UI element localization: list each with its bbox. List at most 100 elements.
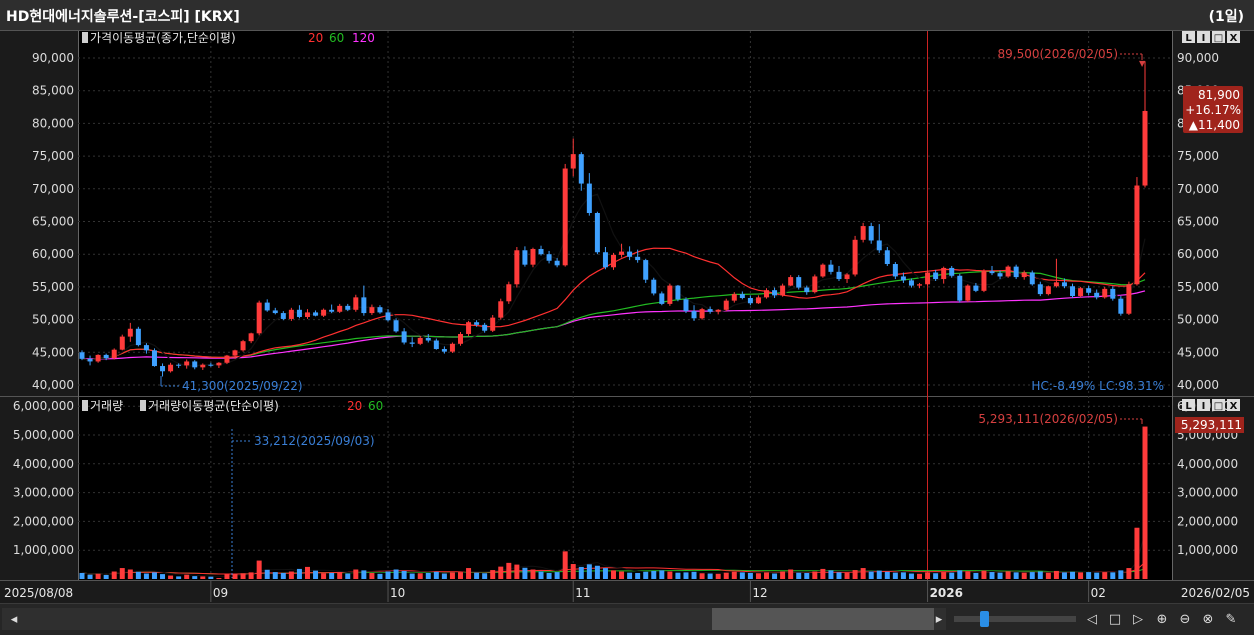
volume-bar (103, 574, 109, 579)
price-legend[interactable]: 가격이동평균(종가,단순이평) 5 20 60 120 (82, 31, 375, 45)
panel-close-button-label: X (1230, 401, 1238, 412)
volume-low-annotation: 33,212(2025/09/03) (231, 429, 375, 578)
price-tick-label-left: 85,000 (32, 84, 74, 98)
volume-bar (546, 572, 552, 579)
stop-icon[interactable]: □ (1108, 612, 1122, 627)
volume-bar (321, 573, 327, 579)
scroll-right-icon[interactable]: ▸ (935, 612, 943, 627)
candle-body (345, 305, 351, 310)
volume-bar (401, 570, 407, 579)
volume-bar (594, 565, 600, 579)
ma-60-line (81, 270, 1146, 361)
candle-body (602, 252, 608, 268)
legend-swatch-icon (82, 400, 88, 411)
scroll-left-icon[interactable]: ◂ (10, 612, 18, 627)
candle-body (272, 310, 278, 314)
panel-close-button[interactable] (1227, 399, 1240, 411)
price-legend-label: 가격이동평균(종가,단순이평) (90, 31, 236, 45)
volume-panel[interactable] (78, 397, 1172, 580)
candle-body (1070, 286, 1076, 297)
volume-tick-label-left: 4,000,000 (13, 457, 74, 471)
price-tick-label-right: 65,000 (1177, 215, 1219, 229)
volume-bar (361, 570, 367, 579)
candle-body (95, 354, 101, 362)
horizontal-scrollbar[interactable] (2, 608, 946, 630)
scroll-thumb[interactable] (712, 608, 934, 630)
volume-bar (812, 571, 818, 579)
volume-bar (570, 564, 576, 579)
candle-body (369, 307, 375, 314)
volume-bar (852, 570, 858, 579)
low-label: 41,300(2025/09/22) (182, 379, 303, 393)
panel-log-button[interactable] (1182, 399, 1195, 411)
candle-body (449, 343, 455, 352)
candle-body (747, 298, 753, 304)
volume-legend[interactable]: 거래량 거래량이동평균(단순이평) 5 20 60 (82, 399, 383, 413)
candle-body (377, 307, 383, 313)
settings-wrench-icon[interactable]: ✎ (1225, 612, 1237, 627)
candle-body (651, 279, 657, 294)
candle-body (1037, 284, 1043, 295)
volume-bar (1118, 570, 1124, 579)
candle-body (240, 341, 246, 351)
hc-lc-label: HC:-8.49% LC:98.31% (1031, 379, 1164, 393)
candle-body (554, 260, 560, 266)
x-axis: 2025/08/08 09 10 11 12 2026 02 2026/02/05 (4, 581, 1250, 602)
candle-body (256, 302, 262, 334)
candle-body (313, 312, 319, 316)
panel-log-button[interactable] (1182, 31, 1195, 43)
zoom-slider[interactable] (954, 616, 1076, 622)
volume-bar (1070, 571, 1076, 579)
candle-body (1061, 282, 1067, 287)
candle-body (731, 294, 737, 301)
candle-body (143, 345, 149, 351)
volume-bar (683, 572, 689, 579)
zoom-out-icon[interactable]: ⊖ (1179, 612, 1191, 627)
candle-body (1118, 298, 1124, 314)
zoom-in-icon[interactable]: ⊕ (1156, 612, 1168, 627)
panel-info-button[interactable] (1197, 31, 1210, 43)
volume-bar (313, 570, 319, 579)
zoom-slider-knob[interactable] (980, 611, 989, 627)
volume-bar (965, 571, 971, 579)
volume-bar (1086, 572, 1092, 579)
window-title: HD현대에너지솔루션-[코스피] [KRX] (6, 9, 240, 25)
volume-bars (79, 426, 1148, 580)
prev-icon[interactable]: ◁ (1087, 612, 1097, 627)
candle-body (111, 349, 117, 359)
volume-bar (1102, 572, 1108, 579)
volume-bar (667, 571, 673, 579)
volume-bar (876, 570, 882, 579)
volume-bar (884, 571, 890, 579)
panel-log-button-label: L (1185, 401, 1192, 412)
candle-body (635, 256, 641, 261)
candle-body (570, 154, 576, 169)
candle-body (208, 364, 214, 366)
volume-bar (828, 570, 834, 579)
volume-bar (1029, 572, 1035, 579)
candle-body (611, 254, 616, 268)
price-tick-label-left: 75,000 (32, 149, 74, 163)
volume-bar (449, 572, 455, 579)
panel-close-button[interactable] (1227, 31, 1240, 43)
price-tick-label-right: 55,000 (1177, 280, 1219, 294)
zoom-reset-icon[interactable]: ⊗ (1202, 612, 1214, 627)
volume-bar (208, 576, 214, 579)
volume-bar (498, 566, 504, 579)
volume-bar (433, 571, 439, 579)
volume-bar (804, 572, 810, 579)
price-tick-label-left: 55,000 (32, 280, 74, 294)
volume-bar (933, 573, 939, 579)
panel-maximize-button[interactable] (1212, 399, 1225, 411)
next-icon[interactable]: ▷ (1133, 612, 1143, 627)
volume-bar (892, 572, 898, 579)
candle-body (780, 285, 786, 296)
panel-maximize-button[interactable] (1212, 31, 1225, 43)
candle-body (1005, 266, 1011, 277)
period-label[interactable]: (1일) (1208, 9, 1244, 25)
price-panel-controls: L I □ X (1182, 31, 1240, 44)
panel-info-button[interactable] (1197, 399, 1210, 411)
volume-bar (256, 560, 262, 579)
